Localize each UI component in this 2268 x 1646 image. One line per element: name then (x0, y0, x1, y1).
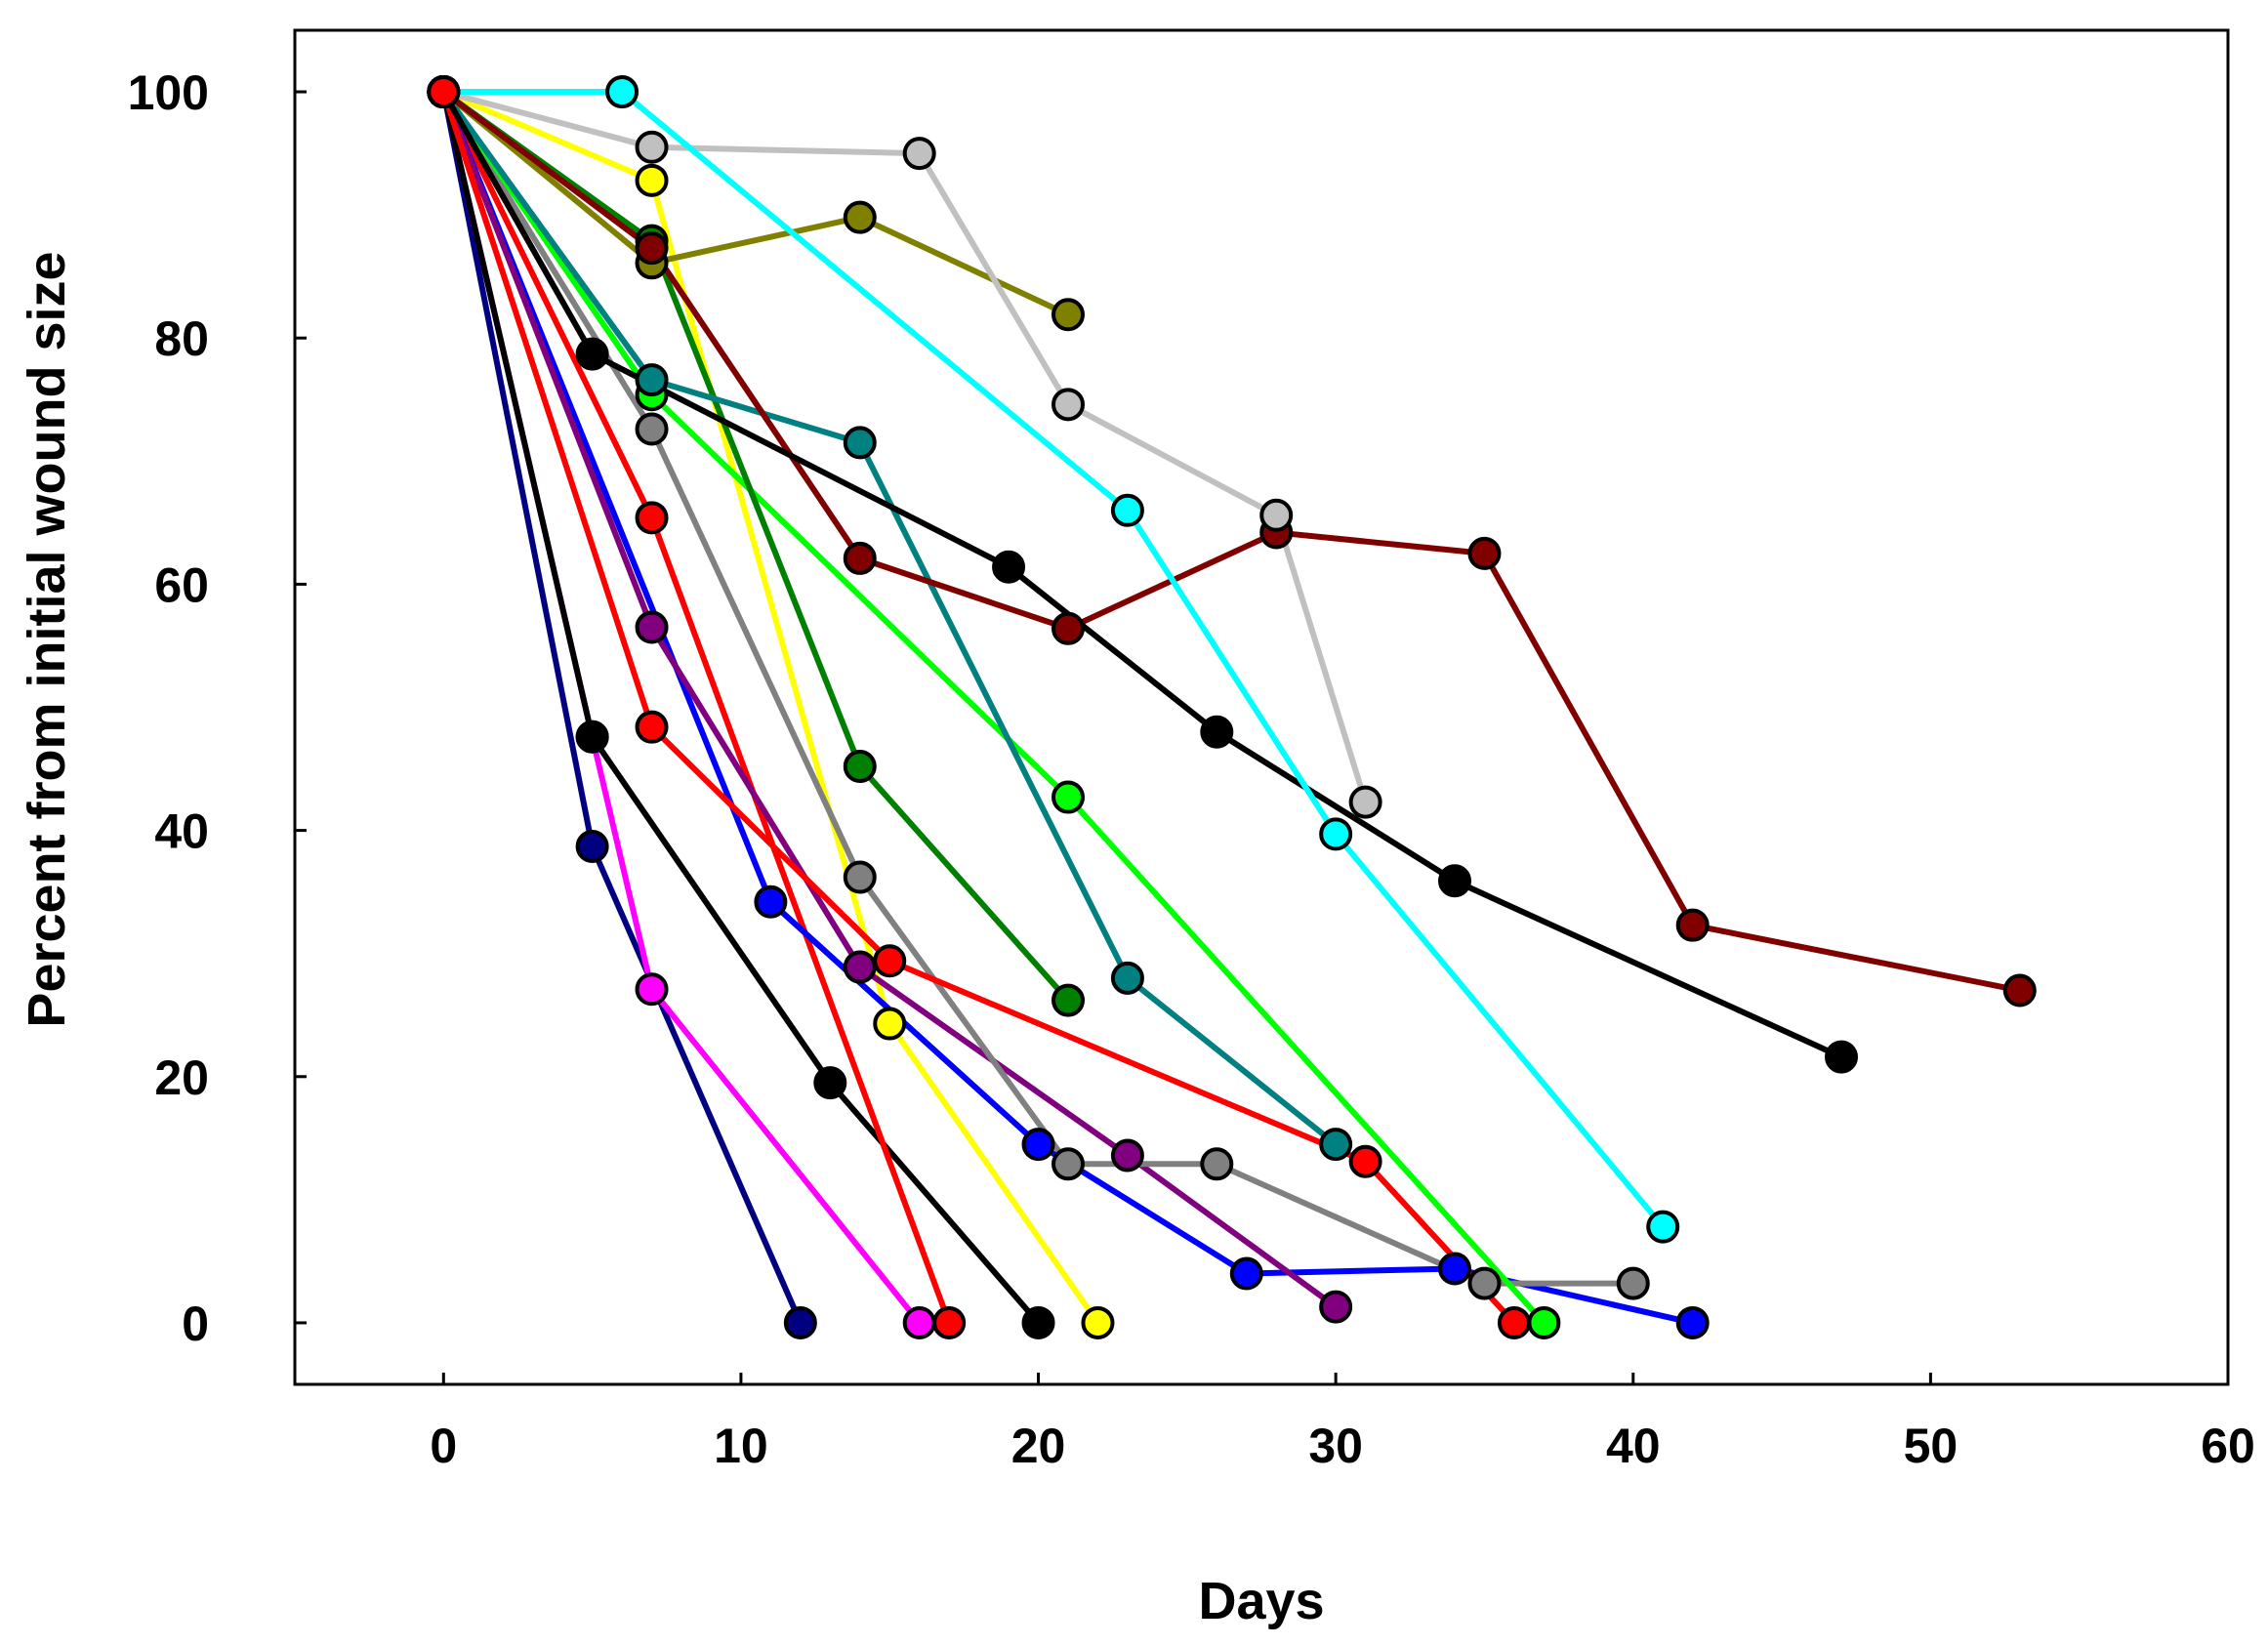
data-point-purple (635, 610, 669, 644)
data-point-maroon (2002, 973, 2037, 1008)
data-point-red-fast (932, 1305, 967, 1339)
series-lines (440, 89, 2023, 1326)
data-point-green (1527, 1305, 1561, 1339)
data-point-black-slow (1825, 1040, 1858, 1074)
data-point-cyan (1110, 493, 1144, 527)
data-point-yellow (635, 163, 669, 197)
data-point-gray (635, 412, 669, 446)
data-point-gray (1467, 1266, 1502, 1300)
data-point-gray (843, 860, 877, 894)
data-point-maroon (1467, 536, 1502, 570)
series-line-light-gray (440, 89, 1369, 805)
data-point-yellow (1081, 1305, 1115, 1339)
data-point-red-origin (427, 75, 461, 109)
data-point-olive (1052, 298, 1085, 332)
data-point-purple (843, 950, 877, 984)
data-point-dark-green (843, 750, 877, 784)
x-tick-label: 10 (714, 1419, 768, 1473)
data-point-gray (1200, 1147, 1234, 1181)
series-line-olive (440, 89, 1071, 318)
data-point-purple (1110, 1138, 1144, 1173)
x-tick-label: 40 (1606, 1419, 1661, 1473)
data-point-green (1052, 780, 1085, 814)
series-line-navy (440, 89, 804, 1326)
data-point-navy (575, 829, 609, 863)
data-point-teal (843, 426, 877, 460)
data-point-black-slow (992, 550, 1026, 584)
series-line-yellow (440, 89, 1101, 1326)
data-point-light-gray (1259, 498, 1294, 532)
data-point-red-slow (1497, 1305, 1531, 1339)
data-point-blue (1438, 1252, 1471, 1286)
data-point-black-slow (1200, 715, 1234, 749)
data-point-blue (1675, 1305, 1710, 1339)
data-point-teal (635, 363, 669, 397)
data-point-olive (843, 200, 877, 234)
data-point-cyan (1319, 817, 1353, 851)
series-line-black-fast (440, 89, 1042, 1326)
y-axis-ticks: 0 20 40 60 80 100 (128, 65, 307, 1351)
data-point-maroon (1675, 908, 1710, 942)
data-point-light-gray (1052, 388, 1085, 422)
data-point-purple (1319, 1290, 1353, 1324)
data-point-dark-green (1052, 983, 1085, 1017)
y-axis-title: Percent from initial wound size (18, 251, 76, 1027)
x-tick-label: 30 (1308, 1419, 1363, 1473)
data-point-teal (1110, 961, 1144, 995)
data-point-black-slow (1438, 864, 1471, 898)
data-point-black-slow (575, 337, 609, 371)
series-line-gray (440, 89, 1636, 1287)
data-point-red-slow (635, 710, 669, 744)
data-point-cyan (605, 75, 639, 109)
series-line-black-slow (440, 89, 1844, 1060)
x-axis-title: Days (1198, 1572, 1324, 1630)
x-axis-ticks: 0 10 20 30 40 50 60 (430, 1373, 2255, 1473)
series-line-blue (440, 89, 1696, 1326)
data-point-red-slow (873, 944, 907, 978)
plot-frame (293, 28, 2230, 1386)
data-point-cyan (1646, 1210, 1680, 1244)
data-point-light-gray (1348, 785, 1382, 819)
data-point-maroon (635, 231, 669, 266)
data-point-red-slow (1348, 1144, 1382, 1178)
data-point-maroon (1052, 611, 1085, 645)
series-line-cyan (440, 89, 1667, 1230)
y-tick-label: 20 (154, 1050, 209, 1105)
y-tick-label: 0 (182, 1296, 209, 1351)
x-tick-label: 0 (430, 1419, 457, 1473)
data-point-red-fast (635, 501, 669, 535)
data-point-black-fast (813, 1066, 847, 1100)
data-point-black-fast (575, 720, 609, 754)
y-tick-label: 100 (128, 65, 209, 120)
data-point-navy (783, 1305, 817, 1339)
series-line-dark-green (440, 89, 1071, 1004)
y-tick-label: 80 (154, 311, 209, 366)
data-point-light-gray (635, 130, 669, 164)
data-point-maroon (843, 541, 877, 575)
data-point-light-gray (902, 137, 936, 171)
data-point-black-fast (1021, 1305, 1055, 1339)
data-point-blue (1021, 1128, 1055, 1162)
x-tick-label: 50 (1904, 1419, 1959, 1473)
data-point-gray (1616, 1266, 1650, 1300)
x-tick-label: 60 (2201, 1419, 2255, 1473)
data-point-blue (754, 885, 788, 919)
data-point-magenta (635, 972, 669, 1007)
series-line-green (440, 89, 1547, 1326)
data-point-gray (1052, 1147, 1085, 1181)
data-point-blue (1229, 1256, 1263, 1291)
series-line-maroon (440, 89, 2023, 994)
y-tick-label: 60 (154, 557, 209, 612)
x-tick-label: 20 (1011, 1419, 1066, 1473)
series-points (427, 75, 2037, 1339)
data-point-yellow (873, 1007, 907, 1041)
data-point-magenta (902, 1305, 936, 1339)
y-tick-label: 40 (154, 804, 209, 859)
data-point-teal (1319, 1128, 1353, 1162)
